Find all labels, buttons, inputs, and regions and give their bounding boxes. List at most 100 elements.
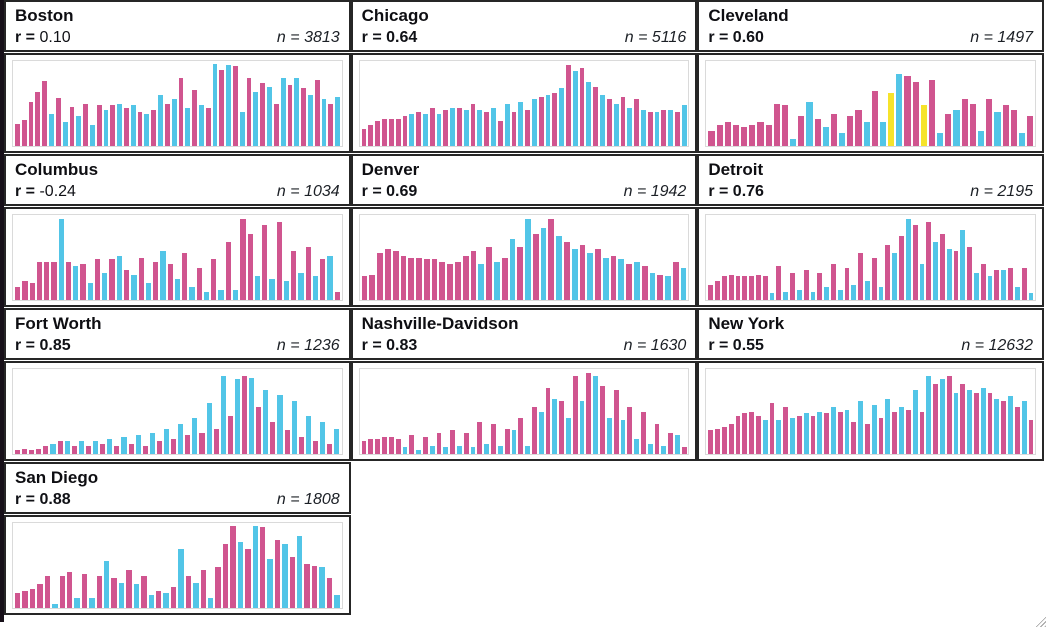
histogram-bar xyxy=(49,113,54,146)
n-stat: n = 1034 xyxy=(277,181,340,202)
n-value: 1034 xyxy=(304,183,340,200)
histogram-bar xyxy=(649,272,656,300)
histogram-bar xyxy=(283,281,290,300)
histogram-bar xyxy=(375,438,381,454)
histogram-bar xyxy=(124,107,129,146)
histogram-bar xyxy=(926,375,932,454)
histogram-bar xyxy=(885,398,891,454)
histogram-bar xyxy=(114,445,120,454)
histogram-bar xyxy=(320,259,326,300)
histogram-bar xyxy=(855,110,862,146)
histogram-bar xyxy=(245,548,251,608)
histogram-bar xyxy=(681,447,687,454)
histogram-bar xyxy=(402,116,408,146)
city-panel-columbus: Columbus r = -0.24 n = 1034 xyxy=(4,154,351,307)
histogram-bar xyxy=(213,428,219,454)
histogram-bar xyxy=(192,418,198,454)
city-panel-nashville-davidson: Nashville-Davidson r = 0.83 n = 1630 xyxy=(350,308,698,461)
histogram-bar xyxy=(256,407,262,454)
histogram-bar xyxy=(185,575,192,608)
histogram-bar xyxy=(525,219,531,300)
histogram-bar xyxy=(721,276,727,300)
histogram-bar xyxy=(661,110,667,146)
histogram-bar xyxy=(871,90,878,146)
histogram-bar xyxy=(431,259,438,300)
histogram-bar xyxy=(618,259,625,300)
histogram xyxy=(358,214,690,301)
histogram-bar xyxy=(491,424,496,454)
histogram-bar xyxy=(668,110,674,146)
histogram-bar xyxy=(314,79,320,146)
histogram-bar xyxy=(844,267,850,300)
histogram-bar xyxy=(817,411,823,454)
histogram-bar xyxy=(762,276,768,300)
histogram-bar xyxy=(912,225,918,300)
n-value: 1808 xyxy=(304,491,340,508)
histogram xyxy=(12,368,343,455)
histogram-bar xyxy=(647,112,653,146)
histogram-bar xyxy=(416,112,421,146)
histogram-bar xyxy=(602,257,609,300)
histogram-bar xyxy=(388,437,394,454)
histogram-bar xyxy=(559,401,565,454)
histogram-bar xyxy=(905,409,911,454)
histogram-bar xyxy=(741,127,748,146)
histogram-bar xyxy=(130,105,136,146)
histogram-bar xyxy=(525,110,530,146)
histogram-bar xyxy=(96,575,103,608)
n-stat: n = 3813 xyxy=(277,27,340,48)
histogram xyxy=(358,60,690,147)
histogram-bar xyxy=(123,270,130,300)
histogram-bar xyxy=(220,375,226,454)
histogram-bar xyxy=(531,99,537,146)
histogram-bar xyxy=(429,445,435,454)
histogram-bar xyxy=(899,407,904,454)
r-value: 0.83 xyxy=(386,337,418,354)
n-label: n = xyxy=(623,337,651,354)
histogram-bar xyxy=(920,105,927,146)
histogram-bar xyxy=(960,230,966,300)
histogram-bar xyxy=(668,432,674,454)
histogram-bar xyxy=(138,257,144,300)
histogram-bar xyxy=(297,535,303,608)
histogram-bar xyxy=(102,272,108,300)
histogram-bar xyxy=(87,283,93,300)
histogram-bar xyxy=(59,575,65,608)
histogram-bar xyxy=(305,247,311,300)
histogram-bar xyxy=(416,257,422,300)
histogram-bar xyxy=(933,384,938,454)
histogram-bar xyxy=(978,130,985,146)
histogram-bar xyxy=(980,387,986,454)
histogram-bar xyxy=(149,432,155,454)
histogram-bar xyxy=(239,112,245,146)
histogram-bar xyxy=(552,93,558,146)
histogram-bar xyxy=(64,441,70,454)
histogram-bar xyxy=(851,421,857,454)
histogram-bar xyxy=(937,133,944,146)
city-name: San Diego xyxy=(15,468,99,487)
histogram-bar xyxy=(215,567,221,608)
histogram-bar xyxy=(1027,116,1034,146)
histogram-bar xyxy=(501,257,508,300)
city-panel-san-diego: San Diego r = 0.88 n = 1808 xyxy=(4,462,351,615)
city-name: Columbus xyxy=(15,160,99,179)
histogram-bar xyxy=(74,597,80,608)
histogram-bar xyxy=(974,272,979,300)
histogram-bar xyxy=(42,81,48,146)
histogram-bar xyxy=(267,558,273,608)
histogram-bar xyxy=(994,112,1001,146)
histogram-bar xyxy=(953,110,960,146)
r-stat: r = 0.85 xyxy=(15,335,71,356)
n-stat: n = 1630 xyxy=(624,335,687,356)
histogram-bar xyxy=(218,289,224,300)
histogram-bar xyxy=(327,255,333,300)
histogram-bar xyxy=(762,420,768,454)
histogram-bar xyxy=(163,428,170,454)
histogram-bar xyxy=(111,578,117,608)
histogram xyxy=(705,214,1036,301)
histogram-bar xyxy=(627,107,633,146)
histogram xyxy=(12,522,343,609)
histogram-bar xyxy=(35,92,41,146)
histogram-bar xyxy=(89,597,95,608)
histogram-bar xyxy=(260,83,266,146)
